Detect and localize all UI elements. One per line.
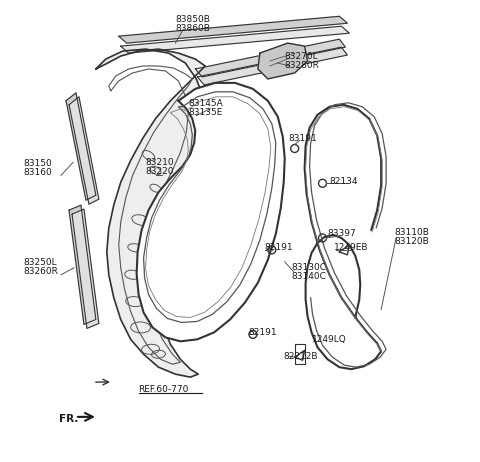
Text: 83850B: 83850B [175, 15, 210, 24]
Polygon shape [137, 83, 285, 341]
Polygon shape [119, 16, 348, 43]
Polygon shape [121, 26, 349, 53]
Text: FR.: FR. [59, 414, 78, 424]
Text: 82191: 82191 [265, 243, 293, 252]
Polygon shape [197, 47, 348, 85]
Polygon shape [258, 43, 308, 79]
Text: 83191: 83191 [288, 134, 317, 143]
Text: 83250L: 83250L [24, 258, 57, 267]
Text: REF.60-770: REF.60-770 [139, 384, 189, 394]
Text: 83220: 83220 [145, 167, 174, 176]
Text: 1249LQ: 1249LQ [312, 335, 346, 344]
Text: 83860B: 83860B [175, 24, 210, 33]
Text: 82191: 82191 [248, 328, 276, 337]
Text: 1249EB: 1249EB [335, 243, 369, 252]
Text: 83397: 83397 [327, 230, 356, 238]
Text: 83270L: 83270L [285, 52, 318, 61]
Polygon shape [69, 205, 96, 324]
Text: 83120B: 83120B [394, 237, 429, 246]
Text: 82212B: 82212B [284, 352, 318, 361]
Polygon shape [72, 209, 99, 328]
Text: 83140C: 83140C [292, 272, 326, 281]
Polygon shape [305, 105, 381, 369]
Polygon shape [69, 97, 99, 204]
Text: 83110B: 83110B [394, 229, 429, 237]
Polygon shape [195, 39, 346, 77]
Text: 83210: 83210 [145, 158, 174, 167]
Text: 83130C: 83130C [292, 263, 327, 272]
Text: 83260R: 83260R [24, 267, 58, 276]
Text: 82134: 82134 [329, 177, 358, 186]
Text: 83160: 83160 [24, 168, 52, 177]
Text: 83150: 83150 [24, 159, 52, 168]
Text: 83135E: 83135E [188, 108, 223, 117]
Polygon shape [96, 49, 205, 377]
Polygon shape [66, 93, 96, 200]
Text: 83280R: 83280R [285, 61, 320, 69]
Text: 83145A: 83145A [188, 99, 223, 108]
